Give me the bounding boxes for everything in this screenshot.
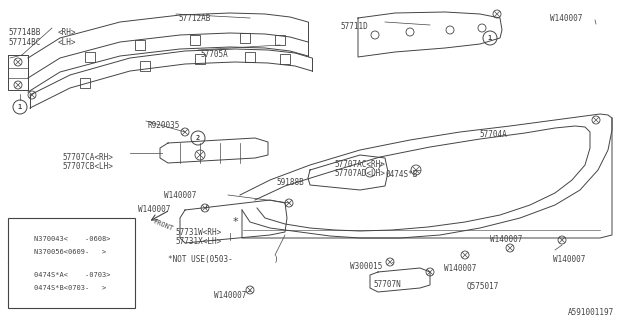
Text: 1: 1	[488, 35, 492, 41]
Text: W140007: W140007	[490, 235, 522, 244]
Text: 57707AC<RH>: 57707AC<RH>	[334, 160, 385, 169]
Bar	[280, 54, 290, 64]
Text: W140007: W140007	[214, 291, 246, 300]
Text: 1: 1	[18, 104, 22, 110]
Text: Q575017: Q575017	[467, 282, 499, 291]
Text: <RH>: <RH>	[58, 28, 77, 37]
Text: 57707N: 57707N	[373, 280, 401, 289]
Text: W140007: W140007	[444, 264, 476, 273]
Text: <LH>: <LH>	[58, 38, 77, 47]
Text: W300015: W300015	[350, 262, 382, 271]
Text: 2: 2	[17, 276, 21, 281]
Text: 57711D: 57711D	[340, 22, 368, 31]
Text: 0474S*B<0703-   >: 0474S*B<0703- >	[34, 285, 106, 291]
Text: R920035: R920035	[148, 121, 180, 130]
Text: 57731W<RH>: 57731W<RH>	[175, 228, 221, 237]
Text: 1: 1	[17, 239, 21, 244]
Bar	[245, 52, 255, 62]
Text: 57714BC: 57714BC	[8, 38, 40, 47]
Bar	[195, 54, 205, 64]
Bar	[80, 78, 90, 88]
Text: N370056<0609-   >: N370056<0609- >	[34, 249, 106, 255]
Text: 0474S*B: 0474S*B	[385, 170, 417, 179]
Text: *NOT USE(0503-: *NOT USE(0503-	[168, 255, 233, 264]
Bar	[85, 52, 95, 62]
Text: *: *	[232, 217, 238, 227]
Text: W140007: W140007	[164, 191, 196, 200]
Text: 57705A: 57705A	[200, 50, 228, 59]
Text: 57707CA<RH>: 57707CA<RH>	[62, 153, 113, 162]
Text: FRONT: FRONT	[152, 218, 174, 232]
Text: W140007: W140007	[550, 14, 582, 23]
Text: N370043<    -0608>: N370043< -0608>	[34, 236, 111, 242]
Bar	[190, 35, 200, 45]
Bar	[140, 61, 150, 71]
Text: A591001197: A591001197	[568, 308, 614, 317]
Bar	[275, 35, 285, 45]
Bar	[240, 33, 250, 43]
Text: 57704A: 57704A	[479, 130, 507, 139]
Text: 57712AB: 57712AB	[178, 14, 211, 23]
Text: W140007: W140007	[138, 205, 170, 214]
Text: 57714BB: 57714BB	[8, 28, 40, 37]
Text: 57731X<LH>: 57731X<LH>	[175, 237, 221, 246]
Text: 0474S*A<    -0703>: 0474S*A< -0703>	[34, 272, 111, 278]
Bar	[135, 40, 145, 50]
Bar	[8, 218, 135, 308]
Text: W140007: W140007	[553, 255, 586, 264]
Text: 57707AD<LH>: 57707AD<LH>	[334, 169, 385, 178]
Text: 57707CB<LH>: 57707CB<LH>	[62, 162, 113, 171]
Text: 59188B: 59188B	[276, 178, 304, 187]
Text: ): )	[274, 255, 278, 264]
Text: 2: 2	[196, 135, 200, 141]
